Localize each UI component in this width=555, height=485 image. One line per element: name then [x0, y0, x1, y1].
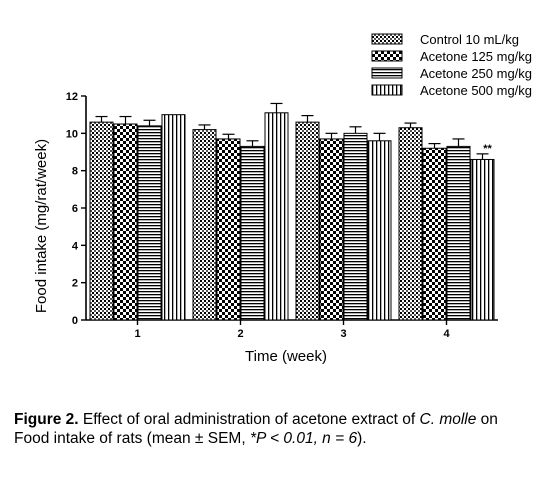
legend-swatch — [371, 33, 403, 45]
bar — [398, 127, 423, 321]
caption-species: C. molle — [419, 411, 477, 428]
legend-entry: Control 10 mL/kg — [420, 32, 519, 47]
legend-swatch — [371, 50, 403, 62]
legend-entry: Acetone 250 mg/kg — [420, 66, 532, 81]
y-tick-label: 6 — [72, 203, 78, 215]
chart-legend: Control 10 mL/kg Acetone 125 mg/kg Acetone… — [371, 32, 532, 98]
y-tick-label: 2 — [72, 278, 78, 290]
bar — [89, 121, 114, 321]
significance-annotation: ** — [483, 143, 492, 155]
legend-swatch — [371, 84, 403, 96]
bar — [240, 145, 265, 321]
x-tick-label: 4 — [443, 328, 450, 340]
x-tick-label: 2 — [237, 328, 243, 340]
figure-caption: Figure 2. Effect of oral administration … — [14, 410, 534, 448]
y-tick-label: 4 — [72, 240, 79, 252]
bar — [446, 145, 471, 321]
bar — [192, 129, 217, 321]
bar — [264, 112, 289, 321]
y-tick-label: 12 — [66, 91, 78, 103]
food-intake-bar-chart: Control 10 mL/kg Acetone 125 mg/kg Acetone… — [33, 32, 532, 365]
legend-entry: Acetone 500 mg/kg — [420, 83, 532, 98]
caption-stats: *P < 0.01, n = 6 — [249, 430, 358, 447]
bar — [137, 125, 162, 321]
bar — [367, 140, 392, 321]
x-tick-label: 1 — [134, 328, 140, 340]
bar — [319, 138, 344, 321]
bar — [216, 138, 241, 321]
y-axis-label: Food intake (mg/rat/week) — [33, 139, 50, 313]
bar — [343, 132, 368, 321]
legend-entry: Acetone 125 mg/kg — [420, 49, 532, 64]
caption-text-1: Effect of oral administration of acetone… — [78, 411, 420, 428]
legend-swatch — [371, 67, 403, 79]
y-tick-label: 10 — [66, 128, 78, 140]
x-axis-label: Time (week) — [245, 348, 327, 365]
caption-text-3: ). — [357, 430, 367, 447]
bar — [113, 123, 138, 321]
y-tick-label: 8 — [72, 166, 78, 178]
bar — [295, 121, 320, 321]
x-tick-label: 3 — [340, 328, 346, 340]
y-tick-label: 0 — [72, 315, 78, 327]
caption-label: Figure 2. — [14, 411, 79, 428]
bar — [161, 114, 186, 321]
bar — [422, 147, 447, 321]
caption-text-2: on Food intake of rats (mean ± SEM, — [14, 411, 498, 447]
bar — [470, 158, 495, 321]
